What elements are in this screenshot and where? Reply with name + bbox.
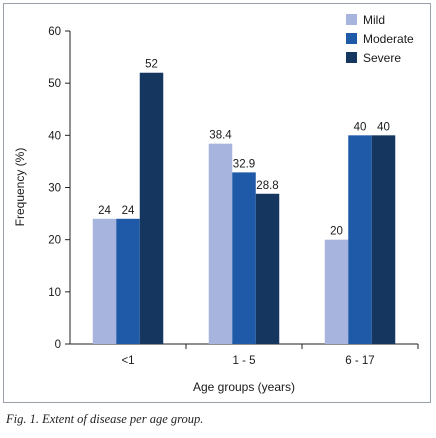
data-label: 20 <box>330 226 343 238</box>
legend-label-mild: Mild <box>363 13 385 27</box>
data-label: 52 <box>145 59 158 71</box>
legend-swatch-mild <box>346 14 357 25</box>
x-tick-label: 6 - 17 <box>345 355 374 367</box>
axes: 0 10 20 30 40 50 60 <1 1 - 5 6 - 17 <box>48 26 419 367</box>
legend-swatch-severe <box>346 52 357 63</box>
y-axis-label: Frequency (%) <box>13 148 27 227</box>
data-label: 32.9 <box>233 158 255 170</box>
y-tick-label: 50 <box>48 78 61 90</box>
bar-severe <box>255 193 280 344</box>
bars: 24 24 52 38.4 32.928.8 20 40 40 <box>92 59 396 344</box>
y-tick-label: 20 <box>48 235 61 247</box>
x-tick-label: 1 - 5 <box>232 355 255 367</box>
y-tick-label: 0 <box>55 339 61 351</box>
data-label: 28.8 <box>256 180 278 192</box>
legend: Mild Moderate Severe <box>346 13 414 65</box>
legend-label-severe: Severe <box>363 51 401 65</box>
data-label: 24 <box>122 205 135 217</box>
bar-mild <box>92 218 117 344</box>
bar-moderate <box>348 135 372 344</box>
x-tick-label: <1 <box>121 355 134 367</box>
data-label: 40 <box>377 121 390 133</box>
legend-swatch-moderate <box>346 33 357 44</box>
bar-moderate <box>116 218 140 344</box>
bar-severe <box>371 135 396 344</box>
bar-mild <box>208 143 233 344</box>
bar-chart: 0 10 20 30 40 50 60 <1 1 - 5 6 - 17 24 24 52 38.4 32.… <box>13 13 419 394</box>
x-axis-label: Age groups (years) <box>193 380 295 394</box>
y-tick-label: 10 <box>48 287 61 299</box>
y-tick-label: 40 <box>48 130 61 142</box>
data-label: 40 <box>354 121 367 133</box>
data-label: 24 <box>98 205 111 217</box>
bar-severe <box>139 72 164 344</box>
legend-label-moderate: Moderate <box>363 32 414 46</box>
bar-mild <box>324 239 349 344</box>
y-tick-label: 60 <box>48 26 61 38</box>
chart-frame <box>3 3 431 403</box>
y-tick-label: 30 <box>48 183 61 195</box>
figure-caption: Fig. 1. Extent of disease per age group. <box>6 412 204 426</box>
data-label: 38.4 <box>209 130 232 142</box>
bar-moderate <box>232 172 256 344</box>
